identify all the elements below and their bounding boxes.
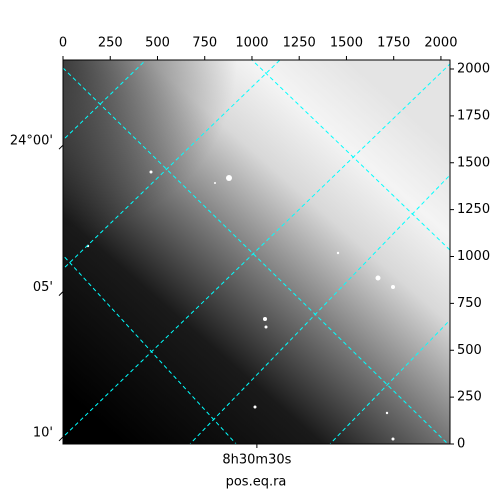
dec-tick	[58, 291, 64, 296]
x-tick-label: 1250	[283, 36, 316, 51]
x-tick-label: 0	[59, 36, 67, 51]
image	[63, 60, 450, 444]
coordinate-grid	[63, 60, 450, 444]
dec-tick	[58, 144, 64, 150]
y-tick-label: 1250	[457, 202, 490, 217]
y-tick-label: 750	[457, 296, 482, 311]
dec-tick-label: 24°00'	[10, 134, 53, 149]
x-tick-label: 1000	[235, 36, 268, 51]
x-axis-label: pos.eq.ra	[226, 475, 287, 490]
dec-tick	[58, 436, 64, 442]
ra-tick-label: 8h30m30s	[222, 453, 291, 468]
y-tick-label: 1500	[457, 155, 490, 170]
y-tick-label: 250	[457, 390, 482, 405]
dec-tick-label: 05'	[33, 280, 53, 295]
x-tick-label: 750	[192, 36, 217, 51]
y-tick-label: 0	[457, 437, 465, 452]
x-tick-label: 1750	[377, 36, 410, 51]
x-tick-label: 500	[145, 36, 170, 51]
y-tick-label: 2000	[457, 62, 490, 77]
x-tick-label: 250	[98, 36, 123, 51]
stars	[86, 170, 395, 441]
y-tick-label: 1750	[457, 108, 490, 123]
x-tick-label: 1500	[330, 36, 363, 51]
y-tick-label: 1000	[457, 249, 490, 264]
dec-tick-label: 10'	[33, 425, 53, 440]
y-tick-label: 500	[457, 343, 482, 358]
x-tick-label: 2000	[424, 36, 457, 51]
